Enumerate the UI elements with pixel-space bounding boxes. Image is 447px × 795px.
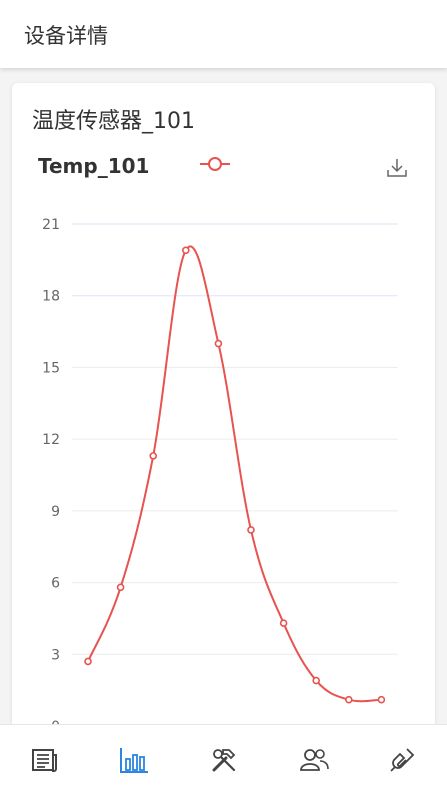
device-card: 温度传感器_101 Temp_101 036912151821: [12, 83, 435, 743]
chart-title: Temp_101: [38, 154, 149, 178]
bar-chart-icon: [120, 748, 148, 773]
temperature-chart: Temp_101 036912151821: [38, 154, 398, 735]
y-axis: 036912151821: [42, 217, 60, 735]
y-tick-label: 6: [51, 576, 60, 592]
tab-tools[interactable]: [206, 743, 242, 777]
tab-magnet[interactable]: [384, 743, 420, 777]
series-line: [87, 245, 382, 703]
magnet-icon: [390, 748, 415, 772]
tab-chart[interactable]: [116, 743, 152, 777]
users-icon: [300, 749, 329, 771]
newspaper-icon: [32, 749, 57, 772]
series-points: [84, 246, 386, 704]
tab-users[interactable]: [296, 743, 332, 777]
data-point[interactable]: [312, 676, 321, 685]
y-tick-label: 9: [51, 504, 60, 520]
data-point[interactable]: [116, 583, 125, 592]
tools-icon: [212, 749, 236, 772]
data-point[interactable]: [279, 619, 288, 628]
chart-grid: [72, 223, 398, 727]
data-point[interactable]: [182, 246, 190, 255]
bottom-tab-bar: [0, 724, 447, 795]
y-tick-label: 18: [42, 289, 60, 305]
download-icon[interactable]: [386, 157, 408, 179]
app-header: 设备详情: [0, 0, 447, 68]
data-point[interactable]: [84, 657, 92, 666]
data-point[interactable]: [214, 339, 223, 348]
data-point[interactable]: [377, 695, 386, 704]
page-title: 设备详情: [24, 24, 108, 48]
tab-news[interactable]: [26, 743, 62, 777]
data-point[interactable]: [344, 695, 353, 704]
y-tick-label: 15: [42, 360, 60, 376]
y-tick-label: 3: [51, 647, 60, 663]
y-tick-label: 12: [42, 432, 60, 448]
chart-legend[interactable]: [200, 157, 230, 171]
device-name: 温度传感器_101: [32, 109, 195, 134]
data-point[interactable]: [149, 452, 157, 460]
data-point[interactable]: [247, 526, 255, 534]
y-tick-label: 21: [42, 217, 60, 233]
